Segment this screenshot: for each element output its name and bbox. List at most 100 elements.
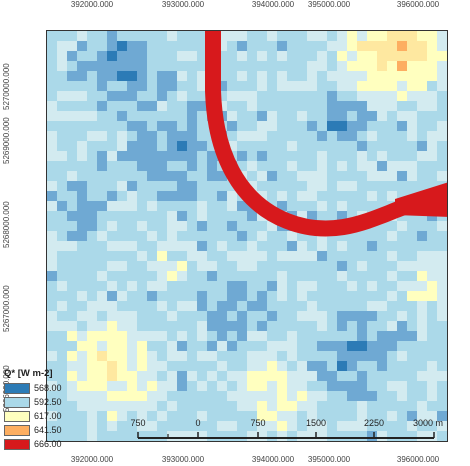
raster-cell xyxy=(257,311,267,321)
raster-cell xyxy=(247,31,257,41)
raster-cell xyxy=(327,281,337,291)
raster-cell xyxy=(417,341,427,351)
raster-cell xyxy=(157,231,167,241)
raster-cell xyxy=(377,431,387,441)
raster-cell xyxy=(97,81,107,91)
raster-cell xyxy=(127,421,137,431)
raster-cell xyxy=(237,391,247,401)
raster-cell xyxy=(57,401,67,411)
raster-cell xyxy=(377,311,387,321)
raster-cell xyxy=(157,41,167,51)
raster-cell xyxy=(407,161,417,171)
raster-cell xyxy=(357,71,367,81)
raster-cell xyxy=(97,171,107,181)
raster-cell xyxy=(327,301,337,311)
raster-cell xyxy=(317,201,327,211)
raster-cell xyxy=(197,431,207,441)
raster-cell xyxy=(127,121,137,131)
raster-cell xyxy=(117,251,127,261)
raster-cell xyxy=(417,101,427,111)
raster-cell xyxy=(227,201,237,211)
raster-cell xyxy=(147,421,157,431)
raster-cell xyxy=(197,381,207,391)
raster-cell xyxy=(247,401,257,411)
map-frame[interactable] xyxy=(46,30,448,442)
raster-cell xyxy=(77,171,87,181)
raster-cell xyxy=(127,231,137,241)
raster-cell xyxy=(177,201,187,211)
raster-cell xyxy=(167,281,177,291)
raster-cell xyxy=(147,151,157,161)
raster-cell xyxy=(377,371,387,381)
raster-cell xyxy=(397,401,407,411)
raster-cell xyxy=(107,251,117,261)
raster-cell xyxy=(337,101,347,111)
raster-cell xyxy=(417,81,427,91)
raster-cell xyxy=(377,241,387,251)
raster-cell xyxy=(397,391,407,401)
raster-cell xyxy=(407,371,417,381)
raster-cell xyxy=(397,431,407,441)
raster-cell xyxy=(307,271,317,281)
raster-cell xyxy=(437,331,447,341)
raster-cell xyxy=(327,361,337,371)
raster-cell xyxy=(237,221,247,231)
scale-label: 0 xyxy=(195,418,201,428)
raster-cell xyxy=(207,171,217,181)
raster-cell xyxy=(57,31,67,41)
raster-cell xyxy=(117,291,127,301)
raster-cell xyxy=(147,131,157,141)
raster-cell xyxy=(417,51,427,61)
raster-cell xyxy=(87,61,97,71)
raster-cell xyxy=(127,191,137,201)
raster-cell xyxy=(337,381,347,391)
scale-label: 750 xyxy=(250,418,266,428)
raster-cell xyxy=(197,191,207,201)
raster-cell xyxy=(307,81,317,91)
raster-cell xyxy=(357,151,367,161)
raster-cell xyxy=(277,421,287,431)
raster-cell xyxy=(277,351,287,361)
raster-cell xyxy=(387,331,397,341)
raster-cell xyxy=(387,121,397,131)
raster-cell xyxy=(67,361,77,371)
raster-cell xyxy=(157,411,167,421)
raster-cell xyxy=(417,361,427,371)
raster-cell xyxy=(437,301,447,311)
raster-cell xyxy=(257,371,267,381)
raster-map[interactable] xyxy=(47,31,447,441)
raster-cell xyxy=(147,201,157,211)
raster-cell xyxy=(317,161,327,171)
scale-label: 1500 xyxy=(305,418,327,428)
raster-cell xyxy=(137,171,147,181)
raster-cell xyxy=(137,141,147,151)
raster-cell xyxy=(367,71,377,81)
raster-cell xyxy=(317,241,327,251)
raster-cell xyxy=(397,321,407,331)
raster-cell xyxy=(207,201,217,211)
raster-cell xyxy=(257,251,267,261)
raster-cell xyxy=(127,301,137,311)
raster-cell xyxy=(437,371,447,381)
raster-cell xyxy=(307,201,317,211)
raster-cell xyxy=(247,361,257,371)
raster-cell xyxy=(257,91,267,101)
raster-cell xyxy=(217,241,227,251)
raster-cell xyxy=(57,111,67,121)
raster-cell xyxy=(427,431,437,441)
raster-cell xyxy=(157,51,167,61)
raster-cell xyxy=(167,431,177,441)
raster-cell xyxy=(117,51,127,61)
raster-cell xyxy=(397,61,407,71)
raster-cell xyxy=(227,111,237,121)
raster-cell xyxy=(147,391,157,401)
raster-cell xyxy=(227,31,237,41)
raster-cell xyxy=(377,281,387,291)
raster-cell xyxy=(107,351,117,361)
raster-cell xyxy=(207,211,217,221)
raster-cell xyxy=(297,71,307,81)
raster-cell xyxy=(187,61,197,71)
raster-cell xyxy=(167,121,177,131)
raster-cell xyxy=(327,421,337,431)
raster-cell xyxy=(297,51,307,61)
